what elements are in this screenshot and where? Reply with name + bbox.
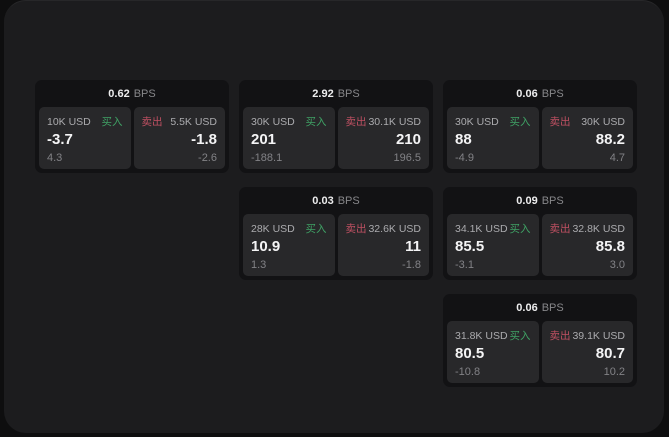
- sell-side-label: 卖出: [345, 223, 367, 235]
- sell-amount: 5.5K USD: [170, 116, 217, 128]
- buy-change: 1.3: [251, 259, 267, 271]
- sell-quote[interactable]: 卖出 32.6K USD 11 -1.8: [337, 214, 429, 276]
- buy-quote[interactable]: 10K USD 买入 -3.7 4.3: [39, 107, 131, 169]
- buy-side-label: 买入: [509, 330, 531, 342]
- spread-header: 0.03 BPS: [239, 187, 433, 214]
- sell-price: 80.7: [595, 345, 625, 363]
- sell-change: 4.7: [609, 152, 625, 164]
- sell-side-label: 卖出: [549, 330, 571, 342]
- bps-unit-label: BPS: [133, 87, 156, 100]
- buy-amount: 10K USD: [47, 116, 91, 128]
- sell-amount: 39.1K USD: [572, 330, 625, 342]
- quote-card: 0.06 BPS 31.8K USD 买入 80.5 -10.8 卖出 39.1…: [443, 294, 637, 387]
- sell-quote[interactable]: 卖出 5.5K USD -1.8 -2.6: [133, 107, 225, 169]
- quote-panes: 10K USD 买入 -3.7 4.3 卖出 5.5K USD -1.8 -2.…: [35, 107, 229, 173]
- buy-side-label: 买入: [509, 116, 531, 128]
- buy-amount: 31.8K USD: [455, 330, 508, 342]
- buy-amount: 30K USD: [251, 116, 295, 128]
- sell-side-label: 卖出: [345, 116, 367, 128]
- spread-value: 2.92: [312, 87, 334, 100]
- sell-change: -2.6: [198, 152, 217, 164]
- bps-unit-label: BPS: [337, 194, 360, 207]
- quote-panes: 28K USD 买入 10.9 1.3 卖出 32.6K USD 11 -1.8: [239, 214, 433, 280]
- quote-cards-grid: 0.62 BPS 10K USD 买入 -3.7 4.3 卖出 5.5K USD: [35, 80, 637, 387]
- spread-value: 0.03: [312, 194, 334, 207]
- sell-amount: 32.6K USD: [368, 223, 421, 235]
- quote-card: 0.09 BPS 34.1K USD 买入 85.5 -3.1 卖出 32.8K…: [443, 187, 637, 280]
- sell-change: 10.2: [603, 366, 625, 378]
- quote-panes: 34.1K USD 买入 85.5 -3.1 卖出 32.8K USD 85.8…: [443, 214, 637, 280]
- bps-unit-label: BPS: [541, 194, 564, 207]
- spread-value: 0.62: [108, 87, 130, 100]
- buy-price: 85.5: [455, 238, 485, 256]
- sell-price: 210: [395, 131, 421, 149]
- spread-value: 0.06: [516, 301, 538, 314]
- buy-price: 201: [251, 131, 277, 149]
- buy-change: -10.8: [455, 366, 481, 378]
- spread-value: 0.09: [516, 194, 538, 207]
- quote-card: 0.06 BPS 30K USD 买入 88 -4.9 卖出 30K USD: [443, 80, 637, 173]
- buy-amount: 28K USD: [251, 223, 295, 235]
- app-window: 0.62 BPS 10K USD 买入 -3.7 4.3 卖出 5.5K USD: [4, 0, 664, 433]
- bps-unit-label: BPS: [541, 301, 564, 314]
- buy-quote[interactable]: 28K USD 买入 10.9 1.3: [243, 214, 335, 276]
- sell-side-label: 卖出: [549, 223, 571, 235]
- sell-quote[interactable]: 卖出 30.1K USD 210 196.5: [337, 107, 429, 169]
- quote-card: 0.62 BPS 10K USD 买入 -3.7 4.3 卖出 5.5K USD: [35, 80, 229, 173]
- buy-price: 80.5: [455, 345, 485, 363]
- buy-quote[interactable]: 30K USD 买入 88 -4.9: [447, 107, 539, 169]
- quote-panes: 30K USD 买入 88 -4.9 卖出 30K USD 88.2 4.7: [443, 107, 637, 173]
- bps-unit-label: BPS: [541, 87, 564, 100]
- sell-side-label: 卖出: [549, 116, 571, 128]
- buy-quote[interactable]: 31.8K USD 买入 80.5 -10.8: [447, 321, 539, 383]
- buy-price: 10.9: [251, 238, 281, 256]
- quote-card: 2.92 BPS 30K USD 买入 201 -188.1 卖出 30.1K …: [239, 80, 433, 173]
- sell-quote[interactable]: 卖出 39.1K USD 80.7 10.2: [541, 321, 633, 383]
- sell-quote[interactable]: 卖出 30K USD 88.2 4.7: [541, 107, 633, 169]
- sell-side-label: 卖出: [141, 116, 163, 128]
- buy-quote[interactable]: 30K USD 买入 201 -188.1: [243, 107, 335, 169]
- buy-price: -3.7: [47, 131, 73, 149]
- spread-header: 0.62 BPS: [35, 80, 229, 107]
- sell-amount: 30K USD: [581, 116, 625, 128]
- buy-side-label: 买入: [509, 223, 531, 235]
- buy-side-label: 买入: [305, 223, 327, 235]
- buy-side-label: 买入: [305, 116, 327, 128]
- buy-change: -4.9: [455, 152, 474, 164]
- buy-price: 88: [455, 131, 472, 149]
- sell-price: -1.8: [191, 131, 217, 149]
- sell-price: 85.8: [595, 238, 625, 256]
- bps-unit-label: BPS: [337, 87, 360, 100]
- spread-header: 0.06 BPS: [443, 80, 637, 107]
- quote-card: 0.03 BPS 28K USD 买入 10.9 1.3 卖出 32.6K US…: [239, 187, 433, 280]
- spread-header: 0.09 BPS: [443, 187, 637, 214]
- buy-change: -3.1: [455, 259, 474, 271]
- quote-panes: 31.8K USD 买入 80.5 -10.8 卖出 39.1K USD 80.…: [443, 321, 637, 387]
- sell-change: 3.0: [609, 259, 625, 271]
- buy-amount: 30K USD: [455, 116, 499, 128]
- sell-price: 11: [405, 238, 421, 256]
- sell-change: -1.8: [402, 259, 421, 271]
- buy-change: 4.3: [47, 152, 63, 164]
- buy-change: -188.1: [251, 152, 283, 164]
- quote-panes: 30K USD 买入 201 -188.1 卖出 30.1K USD 210 1…: [239, 107, 433, 173]
- buy-amount: 34.1K USD: [455, 223, 508, 235]
- sell-price: 88.2: [595, 131, 625, 149]
- buy-side-label: 买入: [101, 116, 123, 128]
- buy-quote[interactable]: 34.1K USD 买入 85.5 -3.1: [447, 214, 539, 276]
- spread-value: 0.06: [516, 87, 538, 100]
- spread-header: 0.06 BPS: [443, 294, 637, 321]
- sell-change: 196.5: [393, 152, 421, 164]
- sell-amount: 30.1K USD: [368, 116, 421, 128]
- spread-header: 2.92 BPS: [239, 80, 433, 107]
- sell-quote[interactable]: 卖出 32.8K USD 85.8 3.0: [541, 214, 633, 276]
- sell-amount: 32.8K USD: [572, 223, 625, 235]
